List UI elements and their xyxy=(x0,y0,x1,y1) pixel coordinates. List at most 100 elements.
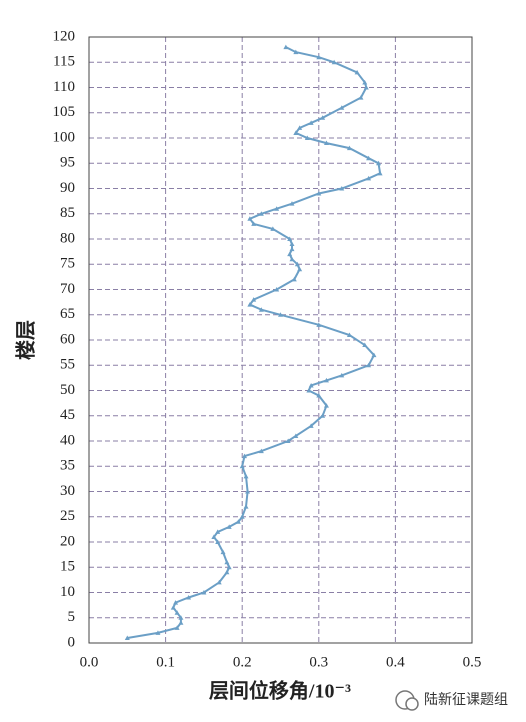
marker xyxy=(308,423,314,428)
marker xyxy=(226,564,232,570)
marker xyxy=(289,201,295,206)
y-tick-label: 45 xyxy=(60,407,75,423)
marker xyxy=(243,504,249,509)
y-tick-label: 100 xyxy=(53,129,76,145)
marker xyxy=(339,372,345,378)
marker xyxy=(306,388,312,393)
x-axis-title: 层间位移角/10⁻³ xyxy=(209,679,351,703)
marker xyxy=(363,85,369,90)
marker xyxy=(371,352,377,358)
marker xyxy=(215,539,221,544)
y-tick-label: 15 xyxy=(60,559,75,575)
marker xyxy=(245,489,251,494)
marker xyxy=(235,519,241,524)
marker xyxy=(304,135,310,140)
y-tick-label: 50 xyxy=(60,382,75,398)
marker xyxy=(274,206,280,211)
marker xyxy=(239,463,245,469)
marker xyxy=(346,145,352,151)
y-tick-label: 35 xyxy=(60,458,75,474)
marker xyxy=(215,529,221,534)
marker xyxy=(308,120,314,125)
marker xyxy=(285,438,291,443)
marker xyxy=(287,236,293,241)
y-tick-label: 110 xyxy=(53,79,75,95)
y-tick-label: 115 xyxy=(53,54,75,70)
marker xyxy=(339,186,345,191)
y-tick-label: 120 xyxy=(53,28,76,44)
marker xyxy=(376,160,382,166)
marker xyxy=(170,605,176,610)
marker xyxy=(377,170,383,176)
y-tick-label: 105 xyxy=(53,104,76,120)
marker xyxy=(216,579,222,585)
marker xyxy=(346,332,352,337)
x-tick-label: 0.0 xyxy=(80,654,99,670)
marker xyxy=(316,191,322,196)
marker xyxy=(323,403,329,408)
x-tick-label: 0.2 xyxy=(233,654,252,670)
x-tick-label: 0.5 xyxy=(463,654,482,670)
marker xyxy=(124,635,130,640)
marker xyxy=(358,95,364,100)
marker xyxy=(316,322,322,327)
marker xyxy=(316,393,322,398)
marker xyxy=(283,44,289,50)
marker xyxy=(354,69,360,75)
y-tick-label: 0 xyxy=(68,634,76,650)
marker xyxy=(320,115,326,120)
marker xyxy=(362,342,368,348)
marker xyxy=(278,312,283,317)
y-tick-label: 90 xyxy=(60,180,75,196)
marker xyxy=(173,600,179,605)
marker xyxy=(178,615,184,620)
marker xyxy=(362,79,368,85)
y-tick-label: 70 xyxy=(60,281,75,297)
y-tick-label: 65 xyxy=(60,306,75,322)
watermark: 陆新征课题组 xyxy=(424,692,508,708)
marker xyxy=(201,590,207,595)
marker xyxy=(239,514,245,519)
marker xyxy=(258,307,264,312)
marker xyxy=(211,534,217,539)
y-tick-label: 30 xyxy=(60,483,75,499)
y-tick-label: 95 xyxy=(60,155,75,171)
marker xyxy=(291,276,297,282)
marker xyxy=(289,246,295,252)
marker xyxy=(366,155,372,161)
marker xyxy=(241,453,247,459)
marker xyxy=(339,105,345,110)
marker xyxy=(316,54,322,60)
y-tick-label: 5 xyxy=(68,609,76,625)
marker xyxy=(294,261,300,267)
marker xyxy=(323,140,329,146)
marker xyxy=(258,448,264,454)
marker xyxy=(247,302,253,307)
marker xyxy=(293,130,299,135)
marker xyxy=(224,559,230,565)
marker xyxy=(331,59,337,65)
y-tick-label: 80 xyxy=(60,230,75,246)
y-tick-label: 55 xyxy=(60,357,75,373)
marker xyxy=(174,625,180,630)
marker xyxy=(297,125,303,130)
marker xyxy=(258,211,264,216)
plot-frame xyxy=(88,36,473,644)
y-tick-label: 60 xyxy=(60,331,75,347)
marker xyxy=(293,433,299,438)
y-tick-label: 75 xyxy=(60,256,75,272)
y-tick-label: 10 xyxy=(60,584,75,600)
y-tick-label: 85 xyxy=(60,205,75,221)
marker xyxy=(251,297,257,302)
marker xyxy=(287,251,293,257)
marker xyxy=(243,473,249,479)
marker xyxy=(274,287,280,292)
marker xyxy=(226,524,232,529)
marker xyxy=(224,569,230,575)
y-axis-title: 楼层 xyxy=(15,320,38,360)
marker xyxy=(320,413,326,418)
x-tick-label: 0.1 xyxy=(156,654,175,670)
marker xyxy=(366,175,372,181)
y-tick-label: 25 xyxy=(60,508,75,524)
marker xyxy=(155,630,161,635)
